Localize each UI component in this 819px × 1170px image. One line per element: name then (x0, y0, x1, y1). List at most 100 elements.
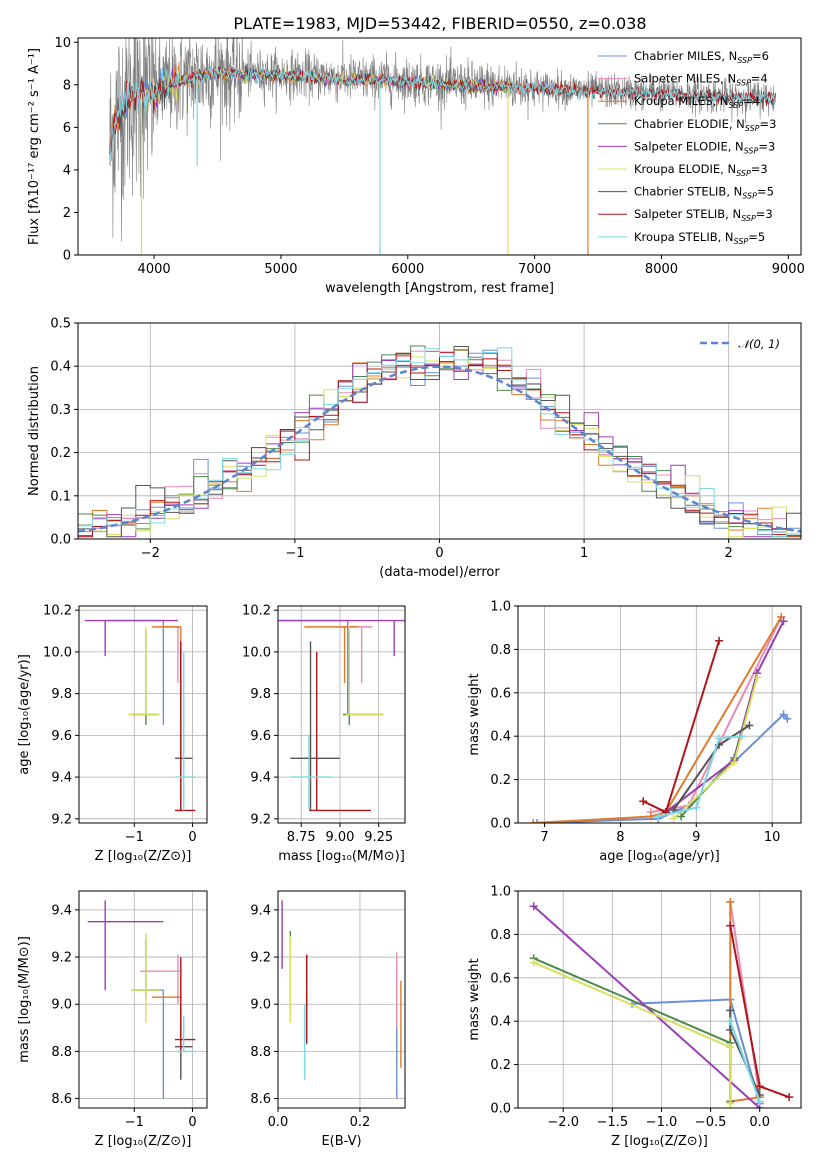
weight-marker (532, 819, 541, 823)
x-tick-label: 2 (725, 546, 733, 561)
y-tick-label: 8.8 (51, 1045, 72, 1060)
weight-line (533, 905, 761, 1108)
x-tick-label: −1 (285, 546, 304, 561)
weight-marker (783, 714, 792, 723)
x-tick-label: 4000 (138, 262, 171, 277)
x-tick-label: −1 (125, 1115, 144, 1130)
legend-subscript: SSP (734, 237, 749, 246)
legend-text: =3 (756, 207, 773, 221)
y-tick-label: 9.6 (51, 729, 72, 744)
y-tick-label: 0.4 (50, 360, 71, 375)
y-tick-label: 0.2 (490, 773, 511, 788)
y-tick-label: 0.5 (50, 317, 71, 332)
legend-subscript: SSP (744, 146, 759, 155)
x-axis-label: wavelength [Angstrom, rest frame] (325, 281, 554, 296)
legend-label: Chabrier ELODIE, NSSP=3 (634, 117, 776, 133)
panel-spectrum: 4000 5000 6000 7000 8000 9000 0 2 4 6 8 10 wavelengt… (27, 36, 805, 296)
y-tick-label: 0.3 (50, 403, 71, 418)
axes-frame: −1 0 9.2 9.4 9.6 9.8 10.0 10.2 Z [log₁₀(Z/Z⊙)] ag… (17, 604, 208, 864)
legend-text: Salpeter MILES, N (634, 72, 736, 86)
weight-marker (779, 617, 788, 626)
x-axis-label: Z [log₁₀(Z/Z⊙)] (611, 1134, 708, 1149)
axes-border (78, 605, 208, 824)
weight-marker (726, 1006, 735, 1015)
weight-marker (529, 819, 538, 823)
y-tick-label: 10 (54, 36, 71, 51)
legend-text: Chabrier MILES, N (634, 49, 737, 63)
panel-age-vs-mass: 8.75 9.00 9.25 9.2 9.4 9.6 9.8 10.0 10.2 mass [lo… (242, 604, 406, 864)
weight-marker (692, 803, 701, 812)
legend: 𝒩(0, 1) (700, 337, 780, 351)
x-tick-label: 9000 (772, 262, 805, 277)
weight-marker (715, 636, 724, 645)
legend-text: Salpeter STELIB, N (634, 207, 741, 221)
axes-frame: 4000 5000 6000 7000 8000 9000 0 2 4 6 8 10 wavelengt… (27, 36, 805, 296)
y-tick-label: 0.2 (50, 446, 71, 461)
x-tick-label: 9 (692, 830, 700, 845)
x-tick-label: −2.0 (547, 1115, 579, 1130)
plot-area (87, 900, 196, 1099)
weight-marker (755, 1097, 764, 1106)
x-tick-label: 9.25 (364, 830, 393, 845)
y-tick-label: 9.0 (51, 998, 72, 1013)
y-axis-label: Normed distribution (27, 366, 42, 496)
legend-subscript: SSP (729, 101, 744, 110)
axes-frame: −2.0 −1.5 −1.0 −0.5 0.0 0.0 0.2 0.4 0.6 0.8 1.0 Z [… (467, 885, 802, 1149)
plot-area (281, 900, 402, 1099)
y-axis-label: Flux [fλ10⁻¹⁷ erg cm⁻² s⁻¹ A⁻¹] (27, 48, 42, 245)
plot-area (529, 897, 794, 1108)
y-tick-label: 10.2 (43, 604, 72, 619)
x-tick-label: −2 (141, 546, 160, 561)
legend-subscript: SSP (737, 56, 752, 65)
legend-text: Kroupa ELODIE, N (634, 162, 736, 176)
axes-frame: −2 −1 0 1 2 0.0 0.1 0.2 0.3 0.4 0.5 (data-model)/er… (27, 317, 802, 580)
x-axis-label: Z [log₁₀(Z/Z⊙)] (95, 849, 192, 864)
y-axis-label: mass weight (467, 958, 482, 1040)
y-tick-label: 0.6 (490, 686, 511, 701)
y-tick-label: 10.0 (242, 645, 271, 660)
plot-area (529, 612, 792, 823)
plot-area (84, 619, 196, 812)
x-tick-label: −0.5 (695, 1115, 727, 1130)
y-tick-label: 0.6 (490, 971, 511, 986)
y-tick-label: 9.4 (250, 903, 271, 918)
axes-border (77, 37, 802, 256)
x-tick-label: 8 (616, 830, 624, 845)
legend-label: Salpeter ELODIE, NSSP=3 (634, 139, 775, 155)
y-tick-label: 8.6 (51, 1092, 72, 1107)
legend-text: =4 (751, 72, 768, 86)
axes-border (78, 890, 208, 1109)
weight-marker (752, 673, 761, 682)
weight-marker (726, 1043, 735, 1052)
weight-marker (777, 612, 786, 621)
x-tick-label: 1 (580, 546, 588, 561)
x-tick-label: 0 (188, 1115, 196, 1130)
x-tick-label: 0.2 (350, 1115, 371, 1130)
x-tick-label: −1.5 (597, 1115, 629, 1130)
weight-marker (529, 958, 538, 967)
legend-text: =5 (748, 230, 765, 244)
weight-line (650, 616, 783, 814)
x-tick-label: 0.0 (749, 1115, 770, 1130)
y-tick-label: 0 (63, 249, 71, 264)
x-tick-label: 10 (764, 830, 781, 845)
legend-text: =5 (757, 185, 774, 199)
y-tick-label: 0.8 (490, 643, 511, 658)
y-tick-label: 6 (63, 121, 71, 136)
weight-line (658, 735, 742, 818)
legend-label: Chabrier MILES, NSSP=6 (634, 49, 769, 65)
y-tick-label: 1.0 (490, 885, 511, 900)
legend-text: =4 (743, 94, 760, 108)
legend-label: 𝒩(0, 1) (738, 337, 780, 351)
y-tick-label: 0.0 (50, 533, 71, 548)
legend-subscript: SSP (745, 124, 760, 133)
axes-border (277, 890, 406, 1109)
y-tick-label: 9.2 (51, 812, 72, 827)
y-tick-label: 9.0 (250, 998, 271, 1013)
axes-frame: 7 8 9 10 0.0 0.2 0.4 0.6 0.8 1.0 age [log₁₀(age/yr… (467, 600, 802, 864)
legend-text: =3 (758, 139, 775, 153)
weight-marker (677, 812, 686, 821)
legend-text: Kroupa STELIB, N (634, 230, 734, 244)
